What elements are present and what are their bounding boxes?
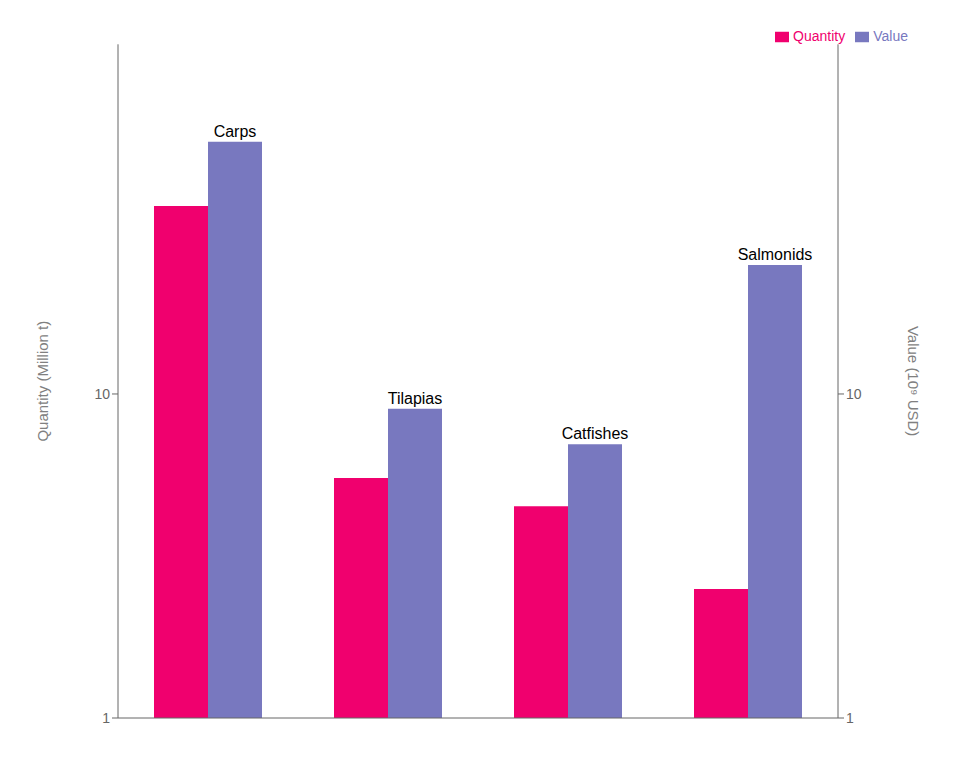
svg-text:Carps: Carps (214, 123, 257, 140)
svg-text:Catfishes: Catfishes (562, 425, 629, 442)
svg-text:Quantity (Million t): Quantity (Million t) (34, 321, 51, 442)
svg-text:Tilapias: Tilapias (388, 390, 443, 407)
svg-text:1: 1 (102, 710, 110, 726)
svg-text:Value (10⁹ USD): Value (10⁹ USD) (905, 326, 922, 436)
svg-text:10: 10 (846, 386, 862, 402)
svg-text:1: 1 (846, 710, 854, 726)
svg-text:10: 10 (94, 386, 110, 402)
html-text:Value: Value (873, 28, 908, 44)
svg-text:Salmonids: Salmonids (738, 246, 813, 263)
html-text:Quantity: Quantity (793, 28, 846, 44)
